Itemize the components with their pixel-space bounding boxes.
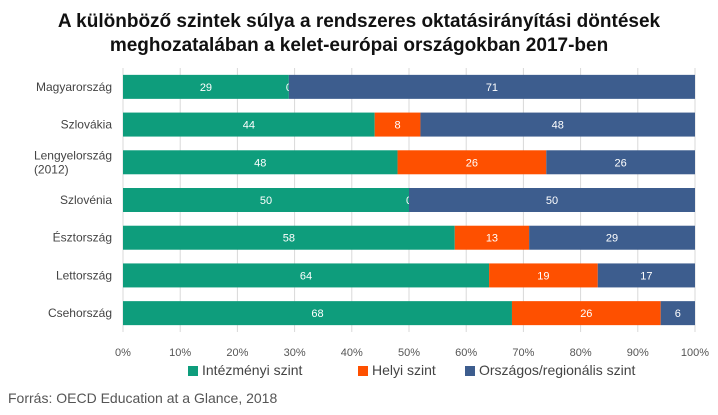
- data-label: 13: [486, 233, 498, 245]
- bar-segment: [288, 74, 695, 99]
- bar-segment: [123, 74, 289, 99]
- bar-segment: [374, 112, 421, 137]
- bar-segment: [546, 150, 695, 175]
- category-label-line: Lengyelország: [34, 148, 112, 162]
- category-labels: Magyarország Szlovákia Lengyelország (2012)…: [34, 80, 112, 320]
- legend-swatch: [358, 366, 368, 376]
- bar-segment: [409, 188, 695, 212]
- bar-segment: [123, 188, 409, 212]
- category-label-line: Magyarország: [36, 80, 112, 94]
- bar-segment: [420, 112, 695, 137]
- category-label: Észtország: [53, 230, 112, 245]
- data-label: 58: [283, 233, 295, 245]
- x-axis-ticks: 0% 10% 20% 30% 40% 50% 60% 70% 80% 90% 100%: [115, 347, 709, 359]
- data-label: 6: [675, 308, 681, 320]
- x-tick-label: 0%: [115, 347, 131, 359]
- bar-segment: [454, 225, 530, 250]
- category-label: Lettország: [56, 268, 112, 282]
- x-tick-label: 20%: [226, 347, 248, 359]
- data-label: 50: [260, 195, 272, 207]
- category-label: Lengyelország (2012): [34, 148, 112, 176]
- legend-label: Országos/regionális szint: [479, 362, 636, 378]
- data-label: 64: [300, 270, 312, 282]
- category-label-line: (2012): [34, 162, 69, 176]
- data-label: 71: [486, 82, 498, 94]
- bar-segment: [123, 301, 512, 326]
- data-label: 17: [640, 270, 652, 282]
- chart-title: A különböző szintek súlya a rendszeres o…: [0, 10, 718, 58]
- category-label-line: Észtország: [53, 230, 112, 245]
- category-label: Magyarország: [36, 80, 112, 94]
- x-tick-label: 90%: [627, 347, 649, 359]
- bar-segment: [489, 263, 598, 288]
- data-label: 29: [606, 233, 618, 245]
- bars: 29071448484826265005058132964191768266: [123, 74, 695, 326]
- data-label: 8: [394, 120, 400, 132]
- data-label: 50: [546, 195, 558, 207]
- data-label: 44: [243, 120, 255, 132]
- bar-segment: [660, 301, 695, 326]
- bar-segment: [511, 301, 661, 326]
- bar-segment: [597, 263, 695, 288]
- data-label: 29: [200, 82, 212, 94]
- data-label: 19: [537, 270, 549, 282]
- chart-title-line-2: meghozatalában a kelet-európai országokb…: [109, 35, 609, 56]
- data-label: 68: [311, 308, 323, 320]
- legend-swatch: [465, 366, 475, 376]
- x-tick-label: 100%: [681, 347, 709, 359]
- category-label-line: Szlovénia: [60, 193, 112, 207]
- data-label: 26: [466, 157, 478, 169]
- x-tick-label: 40%: [341, 347, 363, 359]
- category-label: Szlovénia: [60, 193, 112, 207]
- category-label-line: Szlovákia: [61, 118, 113, 132]
- legend-label: Intézményi szint: [202, 362, 302, 378]
- x-tick-label: 70%: [512, 347, 534, 359]
- x-tick-label: 60%: [455, 347, 477, 359]
- legend-label: Helyi szint: [372, 362, 436, 378]
- legend-swatch: [188, 366, 198, 376]
- bar-segment: [529, 225, 695, 250]
- category-label-line: Lettország: [56, 268, 112, 282]
- data-label: 26: [615, 157, 627, 169]
- data-label: 48: [254, 157, 266, 169]
- bar-segment: [123, 225, 455, 250]
- category-label: Csehország: [48, 306, 112, 320]
- category-label-line: Csehország: [48, 306, 112, 320]
- x-tick-label: 10%: [169, 347, 191, 359]
- legend: Intézményi szint Helyi szint Országos/regi…: [188, 362, 636, 378]
- category-label: Szlovákia: [61, 118, 113, 132]
- bar-segment: [123, 263, 490, 288]
- source-note: Forrás: OECD Education at a Glance, 2018: [8, 390, 278, 406]
- bar-segment: [123, 150, 398, 175]
- x-tick-label: 80%: [570, 347, 592, 359]
- data-label: 26: [580, 308, 592, 320]
- data-label: 48: [552, 120, 564, 132]
- x-tick-label: 30%: [284, 347, 306, 359]
- bar-segment: [123, 112, 375, 137]
- chart-title-line-1: A különböző szintek súlya a rendszeres o…: [57, 11, 661, 32]
- x-tick-label: 50%: [398, 347, 420, 359]
- bar-segment: [397, 150, 547, 175]
